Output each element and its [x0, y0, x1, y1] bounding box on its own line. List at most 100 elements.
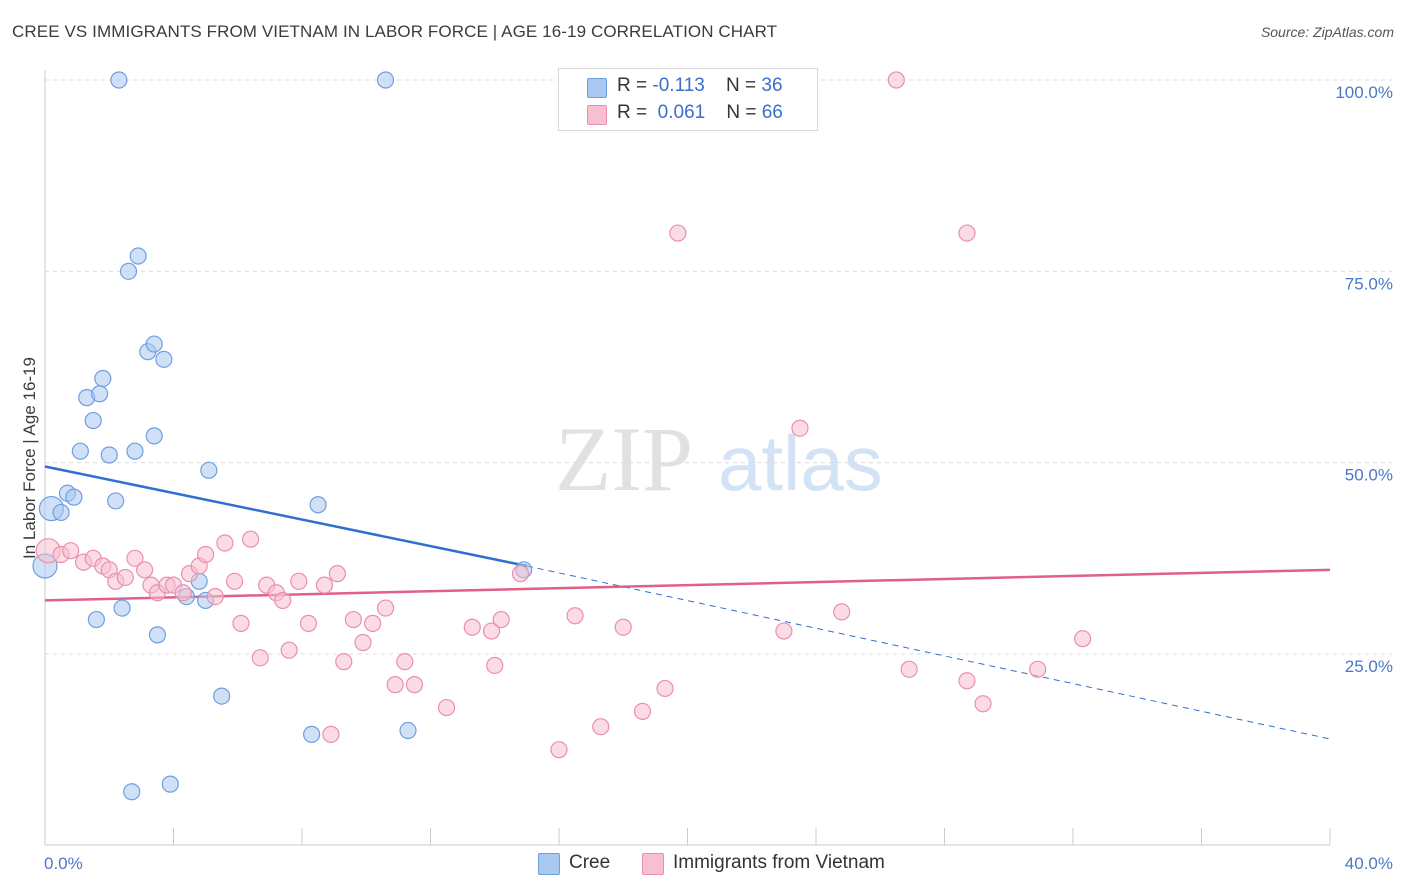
data-point-vietnam [791, 419, 809, 437]
data-point-vietnam [225, 572, 244, 590]
data-point-cree [113, 599, 131, 617]
data-point-vietnam [197, 545, 215, 564]
data-point-vietnam [116, 568, 134, 587]
stats-legend: R = -0.113 N = 36 R = 0.061 N = 66 [558, 68, 818, 131]
data-point-vietnam [135, 561, 154, 579]
data-point-vietnam [242, 530, 260, 548]
x-tick-label: 0.0% [44, 854, 83, 873]
data-point-cree [126, 442, 144, 460]
y-axis-label: In Labor Force | Age 16-19 [20, 357, 39, 559]
data-point-cree [200, 461, 218, 479]
data-point-vietnam [376, 599, 395, 617]
data-point-vietnam [669, 224, 687, 242]
data-point-cree [110, 71, 128, 89]
data-point-vietnam [614, 618, 632, 636]
data-point-vietnam [315, 576, 334, 594]
data-point-cree [148, 626, 167, 644]
data-point-cree [145, 335, 163, 353]
legend-n-label: N = [725, 75, 757, 96]
data-point-vietnam [206, 587, 224, 606]
data-point-cree [84, 411, 102, 430]
data-point-cree [71, 442, 89, 460]
data-point-vietnam [322, 725, 340, 743]
watermark-zip: ZIP [555, 408, 693, 510]
trend-line-vietnam [44, 568, 1331, 602]
data-point-vietnam [437, 698, 456, 717]
chart-title: CREE VS IMMIGRANTS FROM VIETNAM IN LABOR… [12, 22, 778, 41]
source-credit: Source: ZipAtlas.com [1260, 24, 1394, 40]
data-point-vietnam [633, 702, 652, 721]
data-point-vietnam [958, 224, 976, 242]
data-point-vietnam [1029, 660, 1047, 678]
data-point-vietnam [833, 603, 851, 621]
data-point-vietnam [299, 614, 318, 632]
data-point-cree [100, 446, 118, 464]
data-point-vietnam [251, 649, 269, 667]
data-point-cree [87, 610, 106, 629]
legend-r-value: 0.061 [657, 102, 706, 123]
data-point-vietnam [232, 614, 250, 632]
y-tick-label: 25.0% [1345, 657, 1393, 676]
trend-lines [44, 465, 1331, 740]
legend-swatch-cree [538, 853, 560, 875]
data-point-cree [213, 687, 231, 705]
data-point-vietnam [1074, 630, 1092, 648]
data-point-vietnam [486, 656, 504, 675]
tick-labels: 25.0% 50.0% 75.0% 100.0% 0.0% 40.0% [44, 83, 1393, 873]
data-point-vietnam [974, 695, 992, 713]
data-point-vietnam [174, 584, 192, 602]
trend-line-cree [44, 465, 528, 568]
data-point-vietnam [280, 641, 298, 659]
data-point-vietnam [62, 542, 80, 560]
data-point-cree [123, 783, 141, 801]
y-tick-label: 75.0% [1345, 274, 1393, 293]
data-point-vietnam [386, 676, 404, 694]
grid-lines [45, 79, 1392, 655]
y-tick-label: 50.0% [1345, 466, 1393, 485]
legend-swatch-cree [587, 78, 607, 98]
data-point-vietnam [354, 633, 372, 652]
data-point-vietnam [887, 71, 905, 89]
data-point-vietnam [463, 618, 481, 636]
legend-swatch-vietnam [587, 105, 607, 125]
data-point-vietnam [482, 622, 501, 640]
y-tick-label: 100.0% [1335, 83, 1393, 102]
data-point-vietnam [328, 565, 346, 583]
watermark: ZIP atlas [555, 408, 883, 510]
legend-n-label: N = [726, 102, 757, 123]
legend-label-vietnam: Immigrants from Vietnam [673, 852, 885, 873]
data-point-cree [91, 385, 109, 403]
legend-n-value: 36 [761, 75, 783, 96]
data-point-cree [119, 262, 138, 280]
data-point-vietnam [396, 653, 414, 671]
data-point-cree [65, 488, 83, 506]
data-point-vietnam [592, 718, 610, 736]
data-point-cree [94, 369, 112, 388]
data-point-vietnam [126, 549, 144, 567]
data-point-cree [161, 775, 179, 793]
data-point-vietnam [511, 565, 530, 583]
data-point-vietnam [900, 660, 918, 678]
data-point-vietnam [566, 607, 584, 625]
data-point-vietnam [550, 741, 568, 759]
data-point-cree [376, 71, 395, 89]
trend-line-cree-extension [526, 565, 1331, 740]
data-point-cree [145, 427, 163, 445]
data-point-vietnam [344, 610, 362, 629]
legend-r-label: R = [617, 75, 648, 96]
x-tick-label: 40.0% [1345, 854, 1393, 873]
data-points [32, 71, 1092, 801]
data-point-vietnam [364, 614, 382, 632]
legend-r-value: -0.113 [652, 75, 705, 96]
legend-n-value: 66 [761, 102, 783, 123]
data-point-cree [107, 492, 125, 510]
data-point-vietnam [290, 572, 308, 590]
data-point-cree [399, 721, 417, 740]
data-point-vietnam [335, 653, 353, 671]
data-point-vietnam [775, 622, 793, 640]
data-point-cree [52, 503, 70, 522]
legend-r-label: R = [617, 102, 648, 123]
data-point-cree [303, 725, 321, 743]
data-point-cree [129, 247, 147, 265]
